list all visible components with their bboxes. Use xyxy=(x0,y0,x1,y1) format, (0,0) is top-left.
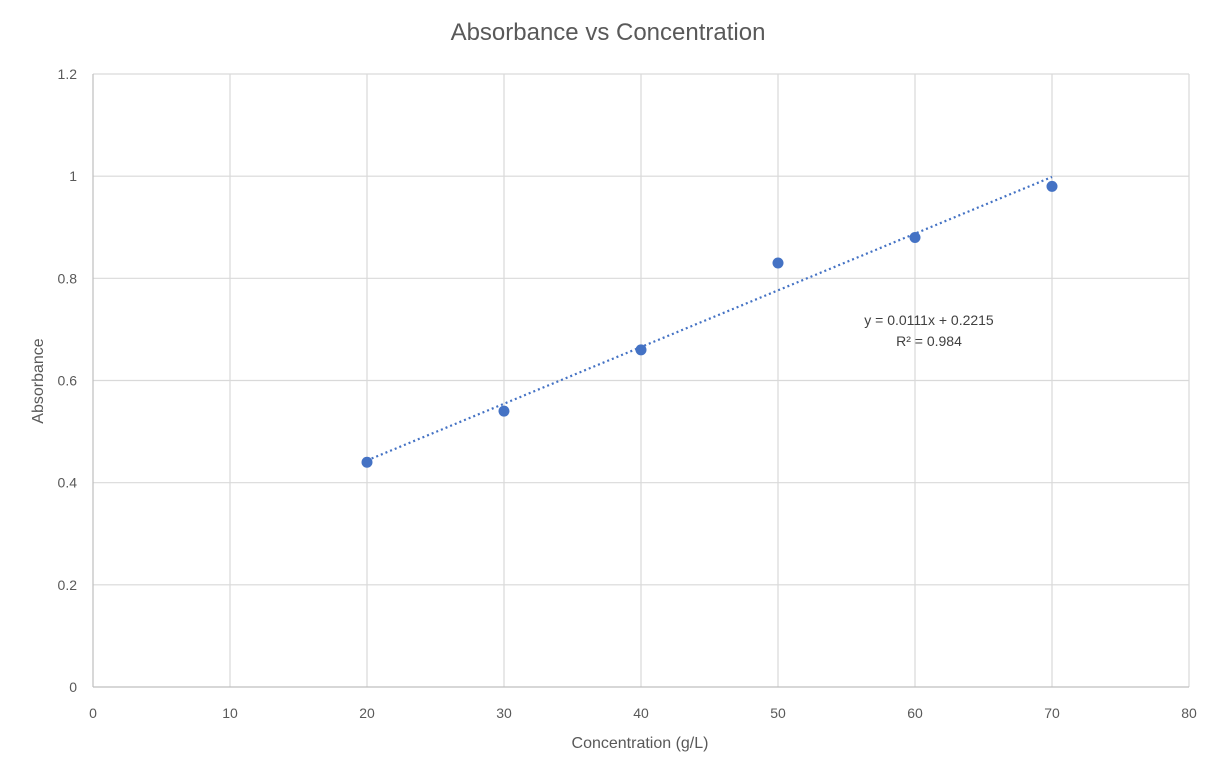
trendline xyxy=(366,175,1053,462)
x-axis-label: Concentration (g/L) xyxy=(572,735,709,752)
x-tick-label: 40 xyxy=(633,705,649,721)
y-tick-label: 1.2 xyxy=(58,66,78,82)
trendline-r-squared: R² = 0.984 xyxy=(896,333,962,349)
y-tick-label: 0.2 xyxy=(58,577,78,593)
data-point xyxy=(772,257,784,269)
x-tick-label: 70 xyxy=(1044,705,1060,721)
chart-title: Absorbance vs Concentration xyxy=(451,19,766,46)
x-tick-label: 20 xyxy=(359,705,375,721)
data-point xyxy=(361,456,373,468)
x-tick-label: 80 xyxy=(1181,705,1197,721)
y-tick-label: 1 xyxy=(69,168,77,184)
x-tick-label: 0 xyxy=(89,705,97,721)
x-tick-label: 10 xyxy=(222,705,238,721)
data-point xyxy=(635,344,647,356)
axes xyxy=(92,74,1189,688)
gridlines xyxy=(93,73,1190,687)
y-tick-label: 0.6 xyxy=(58,373,78,389)
y-tick-label: 0.4 xyxy=(58,475,78,491)
x-tick-label: 50 xyxy=(770,705,786,721)
x-tick-label: 60 xyxy=(907,705,923,721)
y-axis-label: Absorbance xyxy=(30,338,47,423)
tick-labels: 0 10 20 30 40 50 60 70 80 0 0.2 0.4 0.6 0.8 1 1.2 xyxy=(58,66,1197,721)
data-point xyxy=(498,405,510,417)
x-tick-label: 30 xyxy=(496,705,512,721)
trendline-group xyxy=(366,175,1053,462)
data-point xyxy=(909,231,921,243)
y-tick-label: 0.8 xyxy=(58,270,78,286)
data-point xyxy=(1046,180,1058,192)
trendline-equation: y = 0.0111x + 0.2215 xyxy=(864,312,994,328)
data-points xyxy=(361,180,1058,468)
y-tick-label: 0 xyxy=(69,679,77,695)
